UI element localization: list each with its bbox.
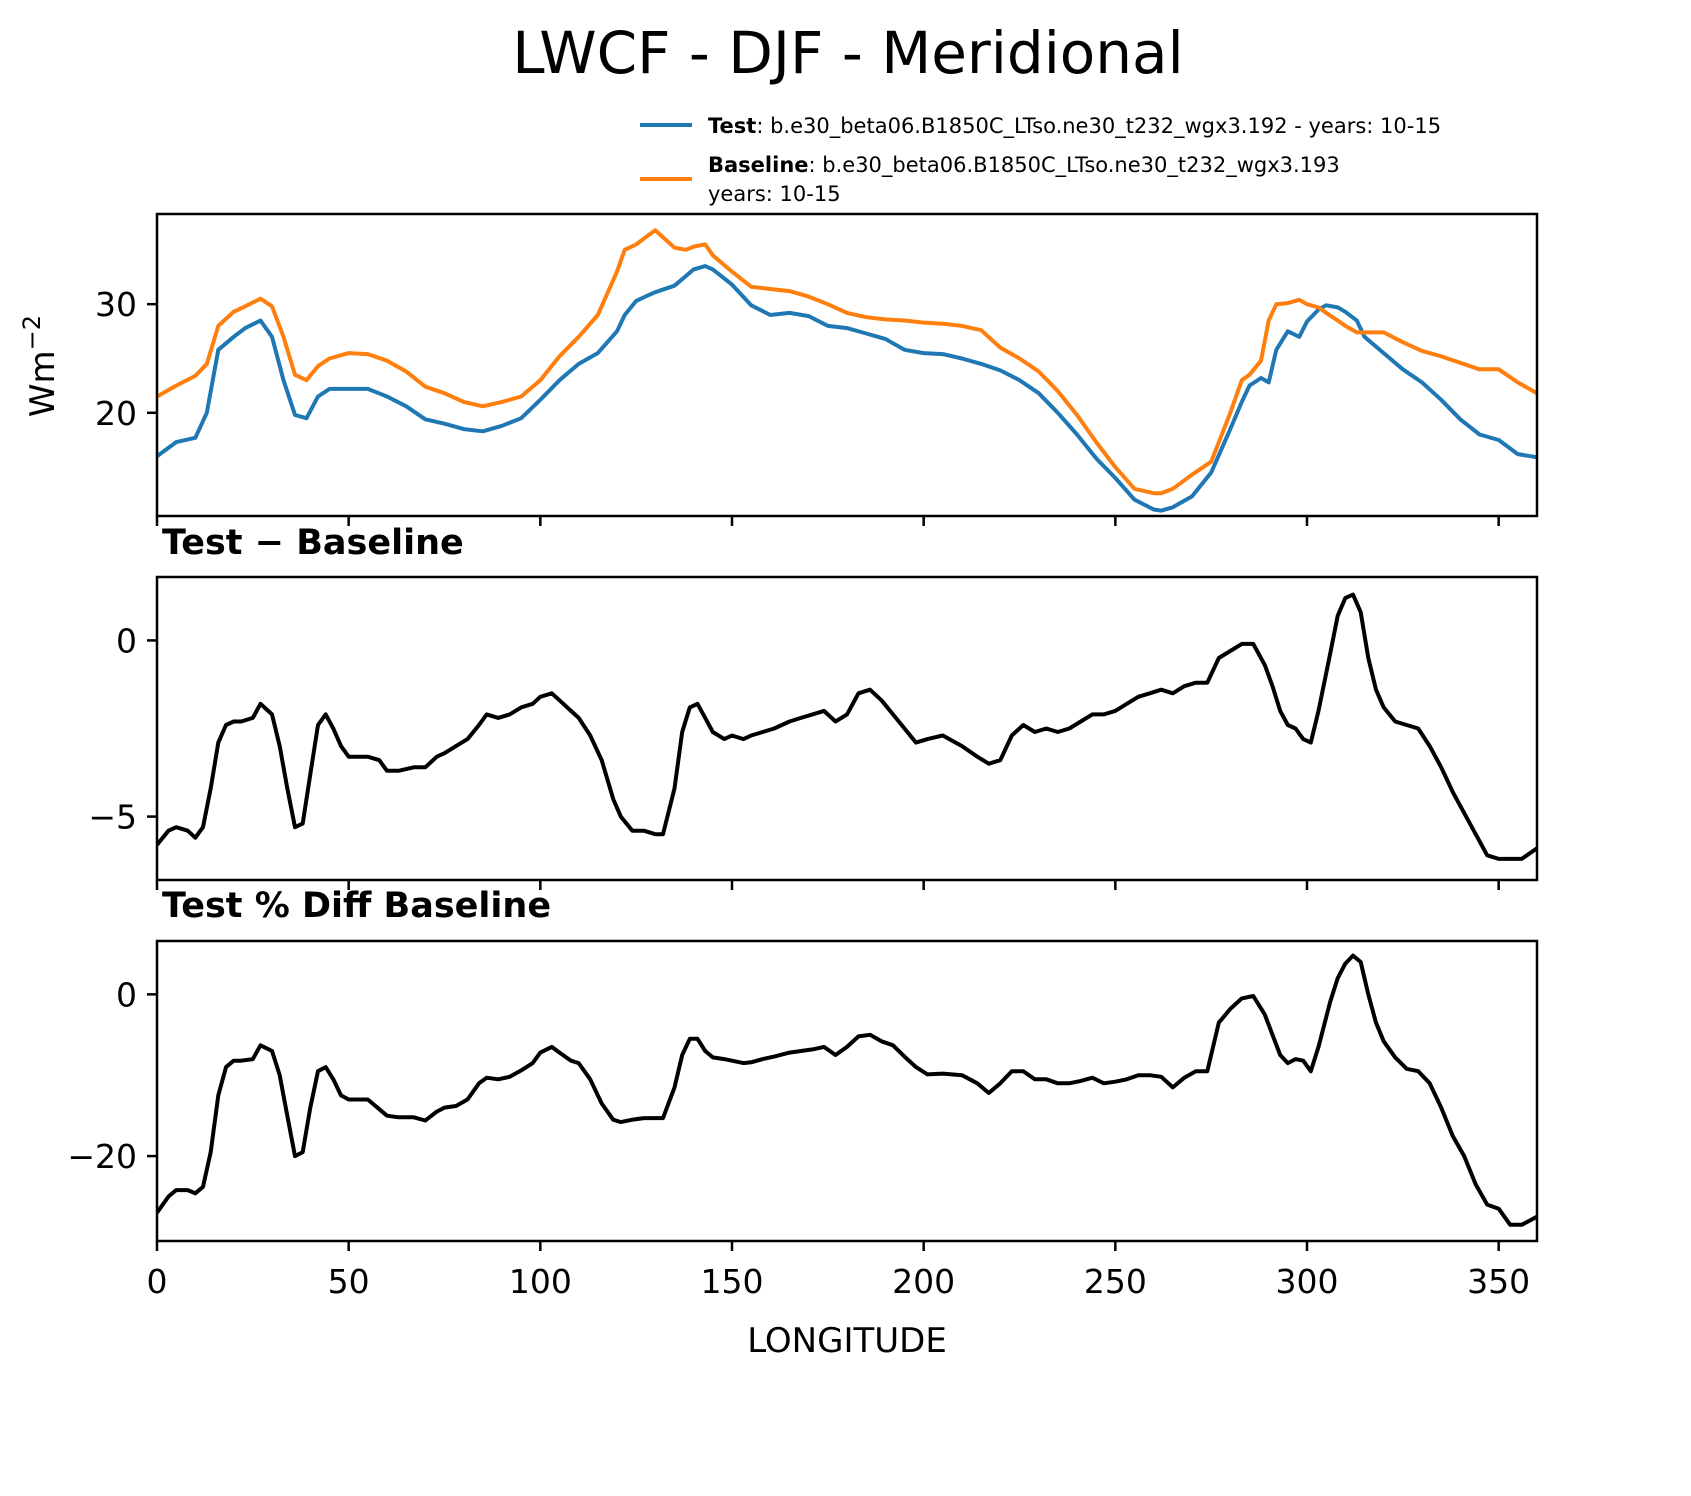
series-line-test (157, 264, 1537, 513)
y-tick-label: 20 (95, 394, 137, 433)
y-tick-label: −5 (88, 798, 137, 837)
y-tick-label: 0 (116, 621, 137, 660)
legend-entry-baseline: Baseline: b.e30_beta06.B1850C_LTso.ne30_… (708, 153, 1340, 178)
y-tick-label: −20 (67, 1137, 137, 1176)
legend-text-baseline-years: years: 10-15 (708, 182, 841, 206)
legend-label-baseline: Baseline (708, 153, 809, 177)
y-tick-label: 0 (116, 975, 137, 1014)
panel-title-diff: Test − Baseline (162, 523, 464, 563)
panel-title-pctdiff: Test % Diff Baseline (162, 886, 551, 926)
axes-frame (155, 575, 1539, 882)
chart-title: LWCF - DJF - Meridional (512, 19, 1183, 87)
x-tick-label: 350 (1467, 1262, 1530, 1301)
y-tick-label: 30 (95, 285, 137, 324)
y-axis-label-base: Wm (23, 350, 63, 417)
panel-pctdiff: −20 0 0 50 100 150 200 250 300 350 (67, 939, 1539, 1301)
axes-frame (155, 212, 1539, 518)
legend-text-test: : b.e30_beta06.B1850C_LTso.ne30_t232_wgx… (756, 114, 1441, 139)
series-line-baseline (157, 228, 1537, 496)
series-line-test-diff-baseline (157, 953, 1537, 1227)
y-axis-label-sup: −2 (18, 315, 46, 350)
legend-text-baseline: : b.e30_beta06.B1850C_LTso.ne30_t232_wgx… (809, 153, 1340, 178)
x-tick-label: 50 (328, 1262, 370, 1301)
x-tick-label: 0 (147, 1262, 168, 1301)
x-tick-label: 150 (701, 1262, 764, 1301)
x-tick-label: 100 (509, 1262, 572, 1301)
panel-diff: −5 0 (88, 575, 1539, 890)
x-axis-label: LONGITUDE (747, 1321, 947, 1361)
x-tick-label: 300 (1276, 1262, 1339, 1301)
legend: Test: b.e30_beta06.B1850C_LTso.ne30_t232… (640, 114, 1441, 206)
y-axis-label: Wm−2 (18, 315, 63, 417)
axes-frame (155, 939, 1539, 1243)
x-tick-label: 200 (892, 1262, 955, 1301)
legend-entry-test: Test: b.e30_beta06.B1850C_LTso.ne30_t232… (708, 114, 1441, 139)
x-tick-label: 250 (1084, 1262, 1147, 1301)
series-line-test-baseline (157, 592, 1537, 861)
legend-label-test: Test (708, 114, 756, 138)
